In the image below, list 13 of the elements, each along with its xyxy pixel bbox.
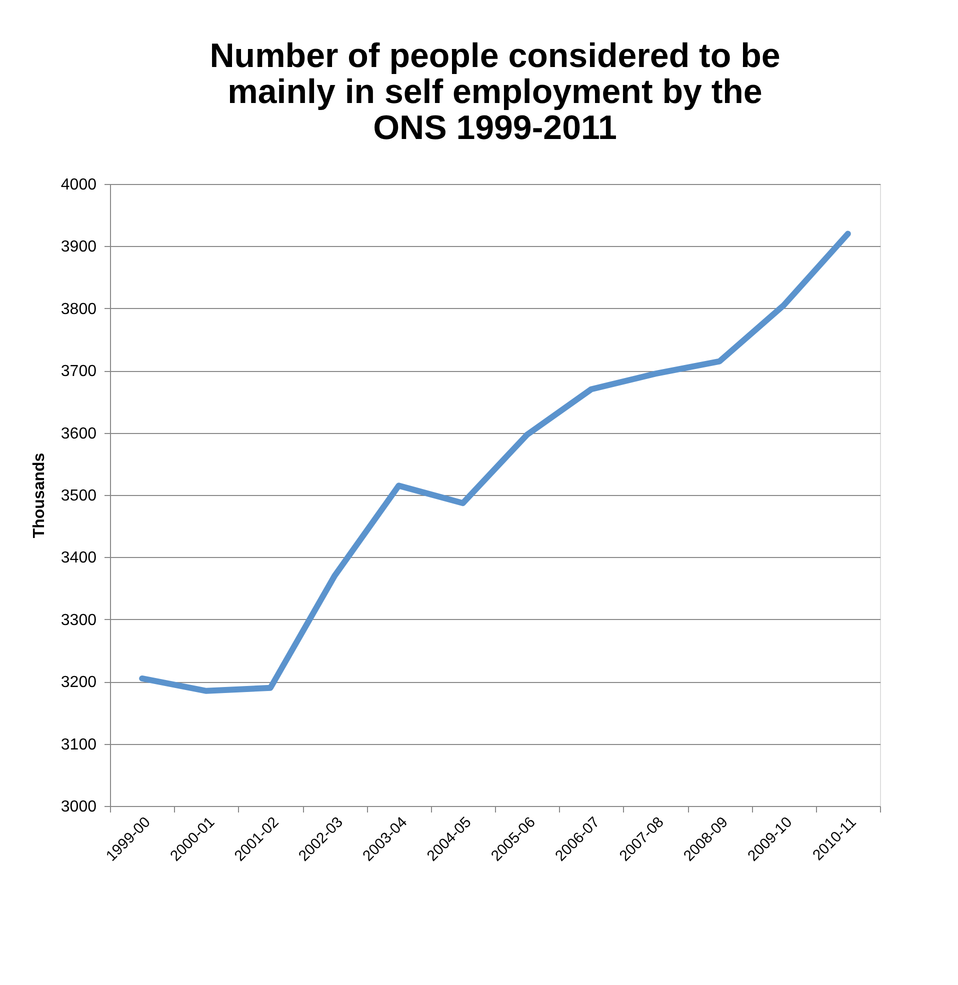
y-tick-label: 3100: [60, 736, 97, 754]
y-tick-label: 3600: [60, 425, 97, 442]
y-tick-label: 3300: [60, 612, 97, 629]
y-tick-label: 3200: [60, 674, 97, 692]
chart-title: Number of people considered to be mainly in self employment by the ONS 1999-2011: [210, 37, 780, 147]
y-tick-label: 3500: [60, 488, 97, 504]
y-tick-label: 4000: [60, 176, 97, 194]
y-tick-label: 3700: [60, 363, 97, 380]
y-axis-title: Thousands: [30, 452, 48, 538]
y-tick-label: 3000: [60, 798, 97, 816]
y-tick-label: 3900: [60, 238, 97, 256]
y-tick-label: 3400: [60, 550, 97, 567]
y-tick-label: 3800: [60, 300, 97, 318]
